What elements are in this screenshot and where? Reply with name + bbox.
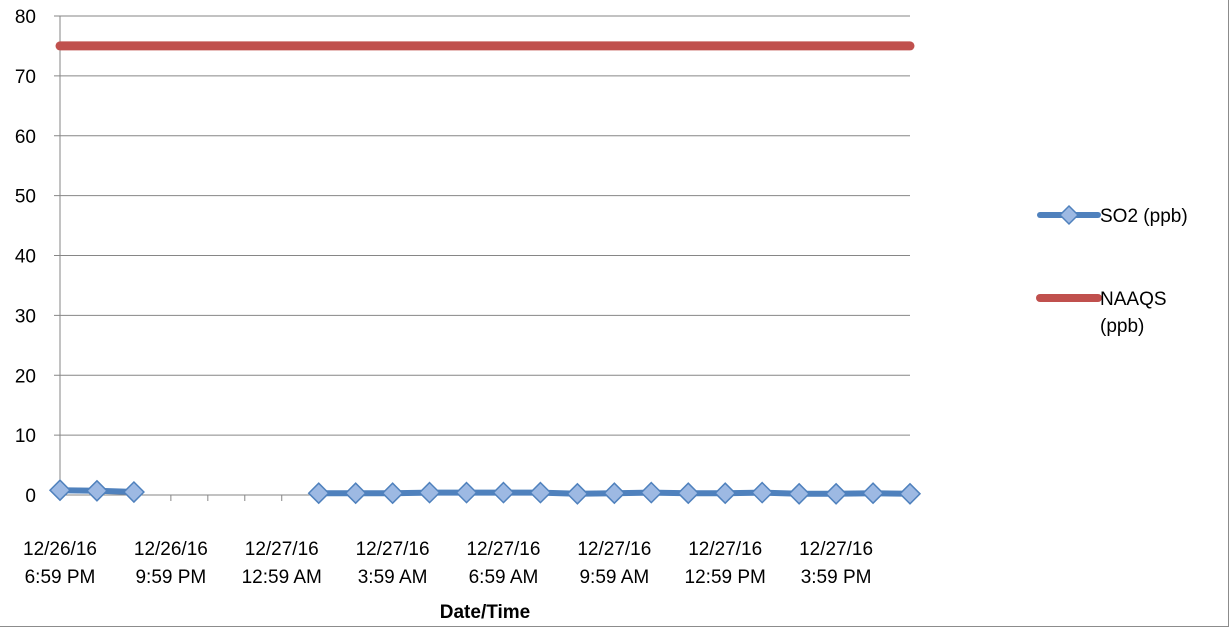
x-tick-label-date: 12/27/16 [688,539,762,560]
data-point [714,482,737,505]
data-point [751,481,774,504]
x-tick-label-date: 12/27/16 [245,539,319,560]
data-point [529,481,552,504]
data-point [122,480,145,504]
data-point [48,479,72,502]
data-point [898,482,922,505]
data-point [492,481,515,504]
x-tick-label-time: 9:59 AM [579,567,649,588]
x-tick-label-date: 12/27/16 [466,539,540,560]
legend-label: SO2 (ppb) [1100,206,1188,227]
y-tick-label: 30 [15,306,36,327]
x-tick-label-date: 12/26/16 [23,539,97,560]
x-axis-title: Date/Time [440,602,530,623]
x-tick-label-date: 12/26/16 [134,539,208,560]
data-point [640,481,663,504]
x-tick-label-time: 6:59 AM [469,567,539,588]
data-point [861,482,885,505]
y-tick-label: 20 [15,366,36,387]
x-tick-label-time: 9:59 PM [135,567,206,588]
data-point [788,482,811,505]
legend-label: NAAQS [1100,289,1167,310]
y-tick-label: 0 [25,486,36,507]
x-tick-label-time: 12:59 PM [685,567,766,588]
x-tick-label-time: 3:59 PM [801,567,872,588]
y-tick-label: 70 [15,67,36,88]
data-point [85,479,109,502]
x-tick-label-date: 12/27/16 [577,539,651,560]
data-point [381,482,404,505]
x-tick-label-time: 12:59 AM [242,567,322,588]
data-point [455,481,478,504]
data-point [418,481,441,504]
y-tick-label: 80 [15,7,36,28]
legend-label: (ppb) [1100,316,1144,337]
y-tick-label: 50 [15,187,36,208]
x-tick-label-time: 6:59 PM [25,567,96,588]
data-point [307,482,330,505]
legend-swatch-marker [1058,204,1080,226]
data-point [344,482,367,505]
y-tick-label: 10 [15,426,36,447]
data-point [603,482,626,505]
data-point [825,482,848,505]
x-tick-label-date: 12/27/16 [356,539,430,560]
data-point [566,482,589,505]
y-tick-label: 60 [15,127,36,148]
data-point [677,482,700,505]
y-tick-label: 40 [15,247,36,268]
x-tick-label-time: 3:59 AM [358,567,428,588]
x-tick-label-date: 12/27/16 [799,539,873,560]
